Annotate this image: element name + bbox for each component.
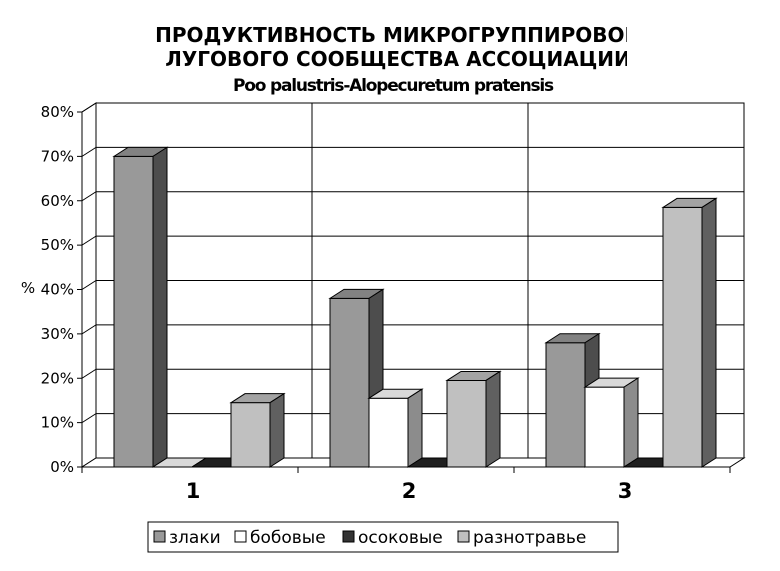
bar-front: [545, 342, 586, 468]
bar-разнотравье-2: [445, 370, 502, 468]
bar-side: [701, 197, 717, 468]
y-tick-label: 50%: [41, 236, 74, 254]
y-tick-label: 40%: [41, 281, 74, 299]
gridline: [81, 102, 97, 113]
y-tick-label: 70%: [41, 147, 74, 165]
gridline: [81, 368, 97, 379]
legend-swatch: [457, 530, 470, 543]
bar-бобовые-2: [367, 388, 424, 468]
bar-side: [269, 392, 285, 468]
bar-front: [584, 386, 625, 468]
bar-front: [113, 155, 154, 468]
y-tick-label: 10%: [41, 414, 74, 432]
legend-box: [147, 521, 619, 553]
gridline: [81, 146, 97, 157]
legend-swatch: [234, 530, 247, 543]
gridline: [81, 324, 97, 335]
bar-бобовые-3: [583, 377, 640, 468]
x-category-label: 1: [186, 479, 201, 503]
gridline: [81, 235, 97, 246]
chart-title-line-2: ЛУГОВОГО СООБЩЕСТВА АССОЦИАЦИИ: [165, 47, 630, 71]
legend-label: злаки: [169, 528, 221, 548]
y-tick-label: 60%: [41, 192, 74, 210]
bar-side: [623, 377, 639, 468]
legend-swatch: [342, 530, 355, 543]
y-tick-label: 20%: [41, 369, 74, 387]
bar-front: [329, 297, 370, 468]
legend-label: бобовые: [250, 528, 326, 548]
legend-swatch: [153, 530, 166, 543]
gridline: [81, 280, 97, 290]
gridline: [81, 413, 97, 424]
bar-злаки-1: [112, 146, 169, 468]
bar-side: [152, 146, 168, 468]
gridline: [81, 191, 97, 202]
bar-front: [662, 206, 703, 468]
x-category-label: 3: [618, 479, 633, 503]
bar-front: [368, 397, 409, 468]
y-axis-label: %: [21, 279, 35, 297]
x-category-label: 2: [402, 479, 417, 503]
bar-разнотравье-1: [229, 392, 286, 468]
bar-бобовые-1: [151, 457, 208, 468]
chart-subtitle: Poo palustris-Alopecuretum pratensis: [233, 76, 554, 96]
bar-front: [446, 379, 487, 468]
chart-title-line-1: ПРОДУКТИВНОСТЬ МИКРОГРУППИРОВОК: [155, 23, 641, 47]
y-tick-label: 80%: [41, 103, 74, 121]
y-tick-label: 0%: [50, 458, 74, 476]
bar-side: [407, 388, 423, 468]
bar-side: [485, 370, 501, 468]
legend-label: разнотравье: [473, 528, 586, 548]
bar-front: [230, 402, 271, 468]
y-tick-label: 30%: [41, 325, 74, 343]
legend-label: осоковые: [358, 528, 443, 548]
bar-разнотравье-3: [661, 197, 718, 468]
